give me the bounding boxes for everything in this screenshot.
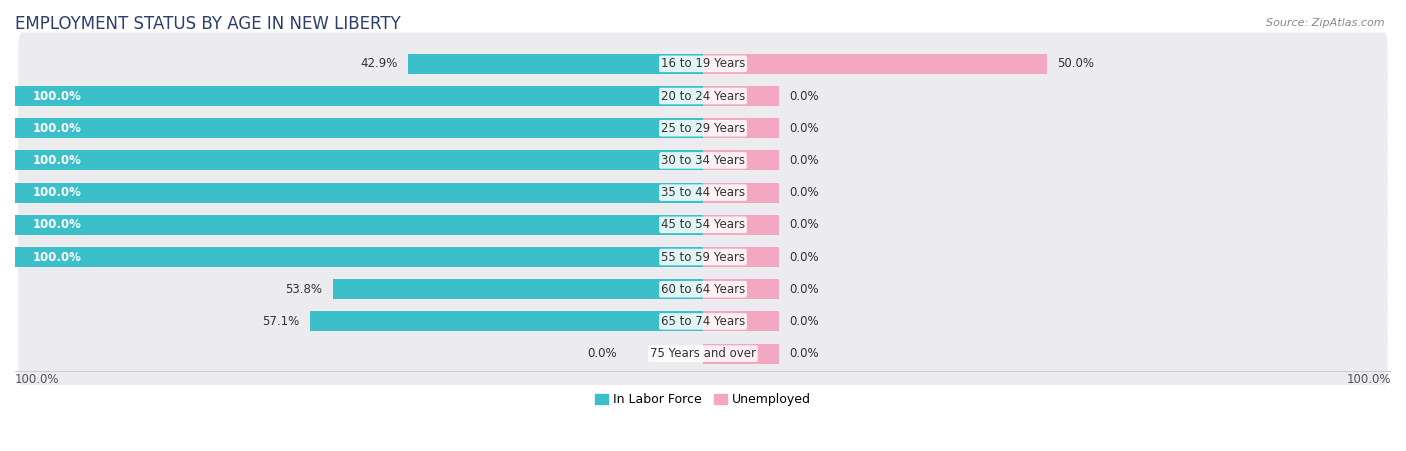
Text: 75 Years and over: 75 Years and over: [650, 347, 756, 360]
FancyBboxPatch shape: [18, 226, 1388, 289]
Bar: [703, 312, 779, 331]
Text: 100.0%: 100.0%: [15, 373, 59, 386]
Text: 100.0%: 100.0%: [32, 218, 82, 231]
FancyBboxPatch shape: [18, 32, 1388, 95]
Text: 60 to 64 Years: 60 to 64 Years: [661, 283, 745, 296]
Text: 0.0%: 0.0%: [789, 283, 818, 296]
Bar: [703, 118, 779, 138]
Text: 57.1%: 57.1%: [263, 315, 299, 328]
Text: 0.0%: 0.0%: [789, 250, 818, 263]
Text: 42.9%: 42.9%: [360, 57, 398, 70]
Text: 45 to 54 Years: 45 to 54 Years: [661, 218, 745, 231]
Text: 55 to 59 Years: 55 to 59 Years: [661, 250, 745, 263]
Text: Source: ZipAtlas.com: Source: ZipAtlas.com: [1267, 18, 1385, 28]
Bar: [15, 215, 703, 235]
FancyBboxPatch shape: [18, 129, 1388, 192]
Text: 20 to 24 Years: 20 to 24 Years: [661, 89, 745, 102]
Bar: [703, 54, 1047, 74]
Legend: In Labor Force, Unemployed: In Labor Force, Unemployed: [591, 388, 815, 411]
Bar: [15, 151, 703, 170]
Text: EMPLOYMENT STATUS BY AGE IN NEW LIBERTY: EMPLOYMENT STATUS BY AGE IN NEW LIBERTY: [15, 15, 401, 33]
Text: 0.0%: 0.0%: [789, 89, 818, 102]
Text: 16 to 19 Years: 16 to 19 Years: [661, 57, 745, 70]
Text: 0.0%: 0.0%: [789, 347, 818, 360]
Bar: [333, 279, 703, 299]
Text: 0.0%: 0.0%: [789, 154, 818, 167]
Bar: [703, 344, 779, 364]
Text: 0.0%: 0.0%: [789, 315, 818, 328]
Bar: [15, 247, 703, 267]
Bar: [15, 183, 703, 202]
FancyBboxPatch shape: [18, 97, 1388, 160]
Bar: [703, 183, 779, 202]
Bar: [15, 86, 703, 106]
Bar: [311, 312, 703, 331]
Bar: [703, 151, 779, 170]
Text: 53.8%: 53.8%: [285, 283, 322, 296]
FancyBboxPatch shape: [18, 290, 1388, 353]
Text: 65 to 74 Years: 65 to 74 Years: [661, 315, 745, 328]
FancyBboxPatch shape: [18, 322, 1388, 385]
Text: 100.0%: 100.0%: [32, 186, 82, 199]
Text: 0.0%: 0.0%: [789, 122, 818, 135]
FancyBboxPatch shape: [18, 161, 1388, 224]
Text: 100.0%: 100.0%: [32, 154, 82, 167]
Text: 100.0%: 100.0%: [32, 89, 82, 102]
Bar: [703, 279, 779, 299]
FancyBboxPatch shape: [18, 64, 1388, 128]
Bar: [15, 118, 703, 138]
FancyBboxPatch shape: [18, 193, 1388, 256]
Text: 100.0%: 100.0%: [1347, 373, 1391, 386]
Text: 100.0%: 100.0%: [32, 122, 82, 135]
Text: 50.0%: 50.0%: [1057, 57, 1094, 70]
Bar: [703, 215, 779, 235]
Text: 100.0%: 100.0%: [32, 250, 82, 263]
Text: 30 to 34 Years: 30 to 34 Years: [661, 154, 745, 167]
Bar: [408, 54, 703, 74]
Text: 35 to 44 Years: 35 to 44 Years: [661, 186, 745, 199]
Text: 0.0%: 0.0%: [789, 218, 818, 231]
Bar: [703, 86, 779, 106]
Bar: [703, 247, 779, 267]
Text: 0.0%: 0.0%: [789, 186, 818, 199]
Text: 0.0%: 0.0%: [588, 347, 617, 360]
Text: 25 to 29 Years: 25 to 29 Years: [661, 122, 745, 135]
FancyBboxPatch shape: [18, 258, 1388, 321]
